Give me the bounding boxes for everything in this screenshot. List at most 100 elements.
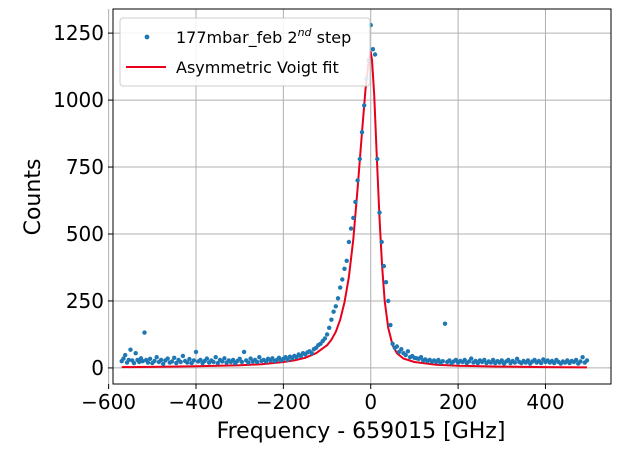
- data-point: [335, 296, 341, 301]
- data-point: [351, 215, 356, 221]
- data-point: [222, 356, 227, 361]
- data-point: [442, 321, 448, 326]
- x-axis-label: Frequency - 659015 [GHz]: [217, 419, 506, 444]
- data-point: [178, 359, 183, 365]
- data-point: [322, 336, 328, 341]
- data-point: [191, 358, 196, 363]
- data-point: [338, 285, 343, 290]
- data-point: [580, 355, 585, 360]
- data-point: [381, 263, 386, 269]
- legend-label-fit: Asymmetric Voigt fit: [176, 58, 339, 77]
- data-point: [346, 239, 352, 245]
- data-series: [119, 22, 590, 367]
- data-point: [220, 359, 225, 364]
- data-point: [185, 360, 190, 365]
- data-point: [230, 357, 236, 363]
- data-point: [161, 361, 166, 367]
- y-axis-label: Counts: [21, 159, 46, 236]
- legend-box: [119, 17, 371, 87]
- data-point: [128, 347, 133, 352]
- x-tick-label: −200: [256, 390, 311, 414]
- data-point: [126, 357, 131, 363]
- plot-frame: [112, 8, 612, 385]
- data-point: [355, 178, 360, 183]
- fit-series: [121, 50, 588, 369]
- data-point: [584, 358, 590, 363]
- data-point: [348, 226, 354, 231]
- x-tick-label: −600: [81, 390, 136, 414]
- data-point: [344, 258, 349, 263]
- data-point: [469, 356, 474, 361]
- data-point: [552, 360, 557, 366]
- data-point: [174, 360, 179, 366]
- data-point: [123, 352, 128, 358]
- x-tick-label: 0: [364, 390, 377, 414]
- data-point: [324, 332, 330, 337]
- data-point: [198, 357, 203, 363]
- y-tick-label: 1000: [53, 88, 104, 112]
- data-point: [370, 47, 376, 52]
- data-point: [353, 199, 358, 205]
- data-point: [204, 356, 210, 361]
- data-point: [121, 356, 126, 361]
- data-point: [482, 357, 487, 363]
- data-point: [333, 304, 338, 309]
- data-point: [213, 355, 218, 360]
- data-point: [490, 357, 496, 363]
- data-point: [359, 130, 365, 135]
- data-point: [257, 355, 262, 360]
- data-point: [239, 359, 245, 365]
- data-point: [383, 280, 389, 285]
- data-point: [309, 351, 314, 356]
- data-point: [158, 357, 164, 363]
- data-point: [506, 357, 511, 363]
- data-point: [187, 356, 192, 362]
- x-axis: −600 −400 −200 0 200 400: [81, 384, 565, 414]
- data-point: [512, 360, 518, 365]
- data-point: [255, 359, 260, 365]
- data-point: [211, 359, 216, 365]
- legend-label-data: 177mbar_feb 2nd step: [176, 26, 351, 48]
- legend-marker-data: [144, 34, 150, 40]
- x-tick-label: 200: [439, 390, 477, 414]
- data-point: [172, 355, 177, 360]
- data-point: [388, 322, 393, 328]
- y-tick-label: 1250: [53, 21, 104, 45]
- y-tick-label: 500: [66, 222, 104, 246]
- data-point: [386, 298, 391, 304]
- data-point: [180, 353, 186, 359]
- data-point: [394, 344, 400, 349]
- data-point: [137, 359, 142, 365]
- data-point: [237, 356, 242, 361]
- data-point: [418, 355, 424, 360]
- data-point: [133, 351, 138, 356]
- data-point: [357, 156, 362, 162]
- data-point: [377, 210, 382, 215]
- data-point: [514, 356, 520, 361]
- data-point: [142, 330, 147, 335]
- data-point: [405, 349, 411, 354]
- data-point: [147, 356, 153, 361]
- fit-line: [121, 50, 588, 369]
- legend: 177mbar_feb 2nd step Asymmetric Voigt fi…: [119, 17, 371, 87]
- data-point: [246, 360, 251, 365]
- data-point: [362, 103, 367, 108]
- x-tick-label: 400: [526, 390, 564, 414]
- data-point: [375, 156, 380, 162]
- data-point: [145, 360, 151, 365]
- data-point: [154, 355, 159, 360]
- data-point: [578, 359, 583, 364]
- y-tick-label: 250: [66, 289, 104, 313]
- data-point: [399, 347, 404, 352]
- y-tick-label: 750: [66, 155, 104, 179]
- data-point: [152, 358, 157, 364]
- data-point: [165, 356, 170, 361]
- data-point: [285, 357, 290, 363]
- data-point: [403, 352, 408, 358]
- y-axis: 0 250 500 750 1000 1250: [53, 21, 113, 380]
- data-point: [140, 359, 145, 364]
- data-point: [440, 359, 445, 364]
- data-point: [462, 357, 467, 363]
- data-point: [573, 357, 579, 363]
- x-tick-label: −400: [169, 390, 224, 414]
